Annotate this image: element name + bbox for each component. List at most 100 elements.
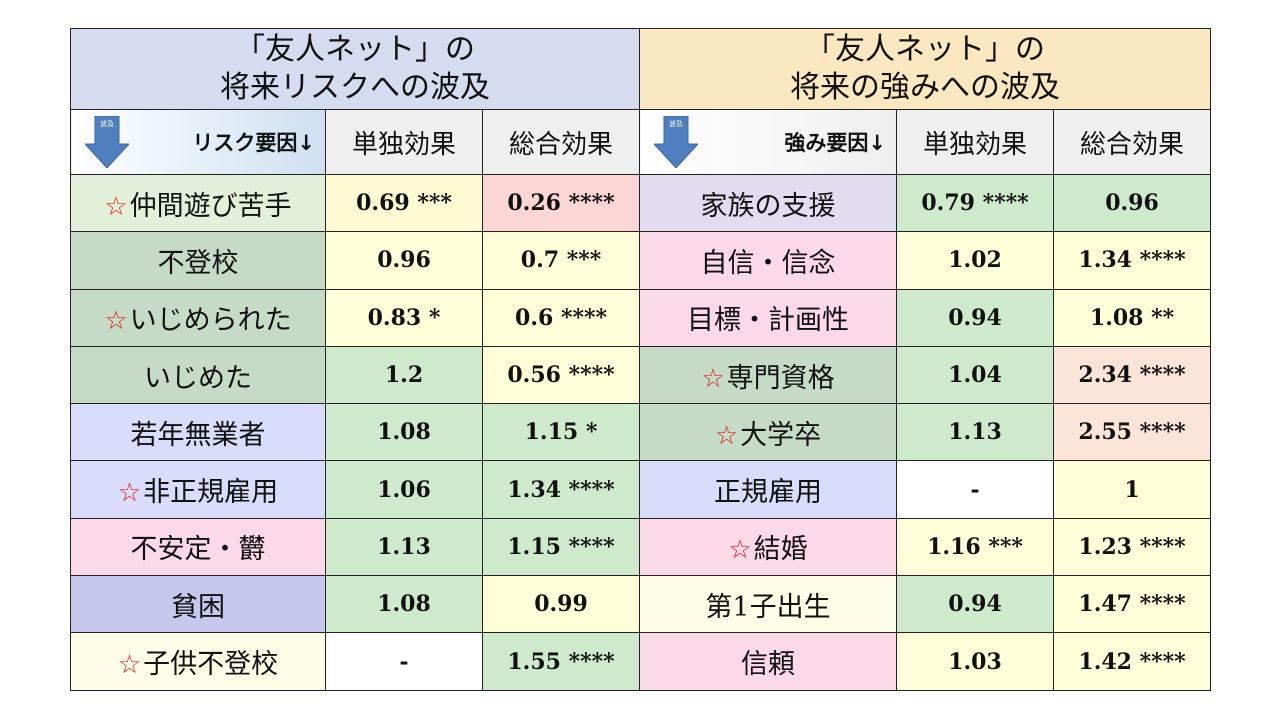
strength-factor-label: 強み要因↓ [784, 131, 887, 155]
risk-total-effect-cell: 1.15 **** [481, 517, 641, 577]
risk-total-effect-cell: 0.99 [481, 575, 641, 634]
risk-factor-cell: ☆いじめられた [70, 288, 326, 347]
table-row: ☆子供不登校 -1.55 **** 信頼 1.03 1.42 **** [70, 632, 1212, 691]
risk-single-effect-cell: - [325, 632, 483, 691]
strength-single-effect-cell: 0.94 [896, 288, 1055, 347]
strength-factor-cell: 家族の支援 [639, 173, 898, 233]
risk-factor-cell: 不登校 [70, 231, 326, 290]
strength-factor-cell-text: 大学卒 [740, 419, 822, 451]
strength-factor-cell-text: 目標・計画性 [687, 305, 850, 337]
risk-single-effect-cell: 1.08 [325, 575, 483, 634]
risk-single-effect-cell: 1.08 [325, 403, 483, 462]
strength-single-effect-cell: 0.79 **** [896, 173, 1055, 233]
strength-total-effect-cell: 0.96 [1053, 173, 1212, 233]
down-arrow-icon: 波及 [654, 116, 699, 168]
risk-title-line2-text: 将来リスクへの波及 [220, 70, 490, 105]
strength-single-effect-cell: - [896, 460, 1055, 519]
star-icon: ☆ [701, 363, 725, 394]
strength-single-effect-cell: 1.02 [896, 231, 1055, 290]
strength-factor-cell: 第1子出生 [639, 575, 898, 634]
risk-single-effect-cell: 0.96 [325, 231, 483, 290]
strength-single-effect-cell: 1.03 [896, 632, 1055, 691]
risk-factor-cell-text: 不登校 [157, 247, 239, 279]
strength-factor-cell-text: 結婚 [753, 534, 808, 566]
table-row: いじめた 1.2 0.56 **** ☆専門資格 1.04 2.34 **** [70, 345, 1212, 405]
risk-total-effect-cell: 0.56 **** [481, 345, 641, 405]
risk-factor-cell-text: 不安定・欝 [130, 534, 266, 566]
risk-factor-cell: ☆非正規雇用 [70, 460, 326, 519]
strength-total-effect-cell: 1.42 **** [1053, 632, 1212, 691]
strength-total-effect-cell: 2.34 **** [1053, 345, 1212, 405]
risk-total-effect-cell: 0.26 **** [481, 173, 641, 233]
strength-factor-cell: ☆結婚 [639, 517, 898, 577]
risk-total-effect-cell: 1.34 **** [481, 460, 641, 519]
strength-total-effect-cell: 1.23 **** [1053, 517, 1212, 577]
risk-factor-cell-text: いじめられた [129, 305, 292, 337]
strength-single-effect-cell: 0.94 [896, 575, 1055, 634]
risk-factor-cell-text: 子供不登校 [143, 649, 279, 681]
strength-single-effect-cell: 1.04 [896, 345, 1055, 405]
table-row: 貧困 1.08 0.99 第1子出生 0.94 1.47 **** [70, 575, 1212, 634]
table-row: ☆非正規雇用 1.06 1.34 **** 正規雇用 -1 [70, 460, 1212, 519]
star-icon: ☆ [728, 535, 752, 566]
star-icon: ☆ [117, 478, 142, 509]
strength-total-effect-cell: 1.47 **** [1053, 575, 1212, 634]
strength-factor-cell: 自信・信念 [639, 231, 898, 290]
risk-factor-cell-text: 貧困 [171, 591, 225, 623]
strength-total-effect-header: 総合効果 [1053, 109, 1212, 175]
strength-factor-cell: ☆専門資格 [639, 345, 898, 405]
strength-total-effect-cell: 1.08 ** [1053, 288, 1212, 347]
risk-factor-label: リスク要因↓ [192, 131, 315, 155]
strength-factor-cell-text: 自信・信念 [700, 247, 836, 279]
risk-total-effect-header: 総合効果 [481, 109, 641, 175]
risk-factor-cell-text: 仲間遊び苦手 [129, 190, 292, 222]
strength-factor-cell: 正規雇用 [639, 460, 898, 519]
strength-single-effect-header: 単独効果 [896, 109, 1055, 175]
strength-title-line1: 「友人ネット」の [805, 32, 1046, 67]
strength-section-title: 「友人ネット」の 将来の強みへの波及 [639, 28, 1212, 110]
strength-factor-cell: 信頼 [639, 632, 898, 691]
star-icon: ☆ [104, 306, 128, 337]
risk-factor-cell: 貧困 [70, 575, 326, 634]
strength-total-effect-cell: 1.34 **** [1053, 231, 1212, 290]
strength-single-effect-cell: 1.16 *** [896, 517, 1055, 577]
table-row: ☆いじめられた 0.83 * 0.6 **** 目標・計画性 0.94 1.08 ** [70, 288, 1212, 347]
arrow-label: 波及 [669, 119, 683, 128]
risk-single-effect-cell: 1.13 [325, 517, 483, 577]
star-icon: ☆ [714, 420, 739, 451]
strength-factor-cell-text: 信頼 [741, 649, 796, 681]
arrow-label: 波及 [100, 119, 114, 128]
risk-total-effect-cell: 1.55 **** [481, 632, 641, 691]
risk-factor-cell-text: 非正規雇用 [143, 477, 279, 509]
strength-factor-cell-text: 家族の支援 [700, 190, 836, 222]
table-row: 若年無業者 1.08 1.15 * ☆大学卒 1.13 2.55 **** [70, 403, 1212, 462]
risk-factor-cell: ☆仲間遊び苦手 [70, 173, 326, 233]
risk-factor-cell-text: いじめた [144, 362, 252, 394]
table-row: ☆仲間遊び苦手 0.69 *** 0.26 **** 家族の支援 0.79 **** 0.… [70, 173, 1212, 233]
risk-total-effect-cell: 1.15 * [481, 403, 641, 462]
star-icon: ☆ [104, 191, 128, 222]
strength-factor-cell: 目標・計画性 [639, 288, 898, 347]
strength-title-line2: 将来の強みへの波及 [790, 70, 1061, 105]
strength-factor-header: 波及 強み要因↓ [639, 109, 898, 175]
strength-single-effect-cell: 1.13 [896, 403, 1055, 462]
risk-single-effect-cell: 1.06 [325, 460, 483, 519]
risk-single-effect-cell: 0.83 * [325, 288, 483, 347]
risk-title-line1: 「友人ネット」の [235, 32, 475, 67]
risk-factor-cell-text: 若年無業者 [130, 419, 266, 451]
risk-factor-cell: ☆子供不登校 [70, 632, 326, 691]
risk-total-effect-cell: 0.6 **** [481, 288, 641, 347]
strength-total-effect-cell: 1 [1053, 460, 1212, 519]
risk-factor-header: 波及 リスク要因↓ [70, 109, 326, 175]
risk-title-line2: 将来リスクへの波及 [72, 69, 639, 107]
strength-factor-cell-text: 第1子出生 [705, 591, 831, 623]
strength-factor-cell-text: 正規雇用 [714, 477, 823, 509]
effects-table: 「友人ネット」の 将来リスクへの波及 「友人ネット」の 将来の強みへの波及 波及… [69, 28, 1212, 691]
risk-section-title: 「友人ネット」の 将来リスクへの波及 [69, 28, 641, 110]
risk-factor-cell: 不安定・欝 [70, 517, 326, 577]
risk-total-effect-cell: 0.7 *** [481, 231, 641, 290]
risk-factor-cell: 若年無業者 [70, 403, 326, 462]
table-row: 不安定・欝 1.13 1.15 **** ☆結婚 1.16 *** 1.23 **** [70, 517, 1212, 577]
risk-single-effect-header: 単独効果 [325, 109, 483, 175]
strength-total-effect-cell: 2.55 **** [1053, 403, 1212, 462]
